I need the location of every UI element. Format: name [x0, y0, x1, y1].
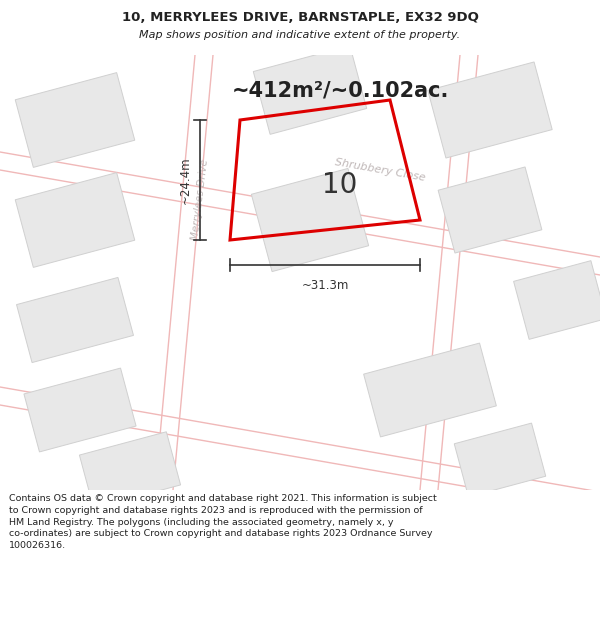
Text: Shrubbery Close: Shrubbery Close	[334, 157, 426, 183]
Text: 10, MERRYLEES DRIVE, BARNSTAPLE, EX32 9DQ: 10, MERRYLEES DRIVE, BARNSTAPLE, EX32 9D…	[122, 11, 478, 24]
Polygon shape	[15, 173, 135, 268]
Polygon shape	[454, 423, 546, 497]
Polygon shape	[251, 168, 368, 272]
Text: Merrylees Drive: Merrylees Drive	[190, 159, 210, 241]
Polygon shape	[438, 167, 542, 253]
Polygon shape	[15, 72, 135, 168]
Polygon shape	[253, 46, 367, 134]
Polygon shape	[428, 62, 552, 158]
Polygon shape	[24, 368, 136, 452]
Text: ~24.4m: ~24.4m	[179, 156, 192, 204]
Text: ~412m²/~0.102ac.: ~412m²/~0.102ac.	[232, 80, 449, 100]
Polygon shape	[364, 343, 496, 437]
Text: 10: 10	[322, 171, 358, 199]
Polygon shape	[514, 261, 600, 339]
Text: Map shows position and indicative extent of the property.: Map shows position and indicative extent…	[139, 29, 461, 39]
Polygon shape	[79, 432, 181, 508]
Polygon shape	[17, 278, 133, 362]
Text: ~31.3m: ~31.3m	[301, 279, 349, 292]
Text: Contains OS data © Crown copyright and database right 2021. This information is : Contains OS data © Crown copyright and d…	[9, 494, 437, 550]
